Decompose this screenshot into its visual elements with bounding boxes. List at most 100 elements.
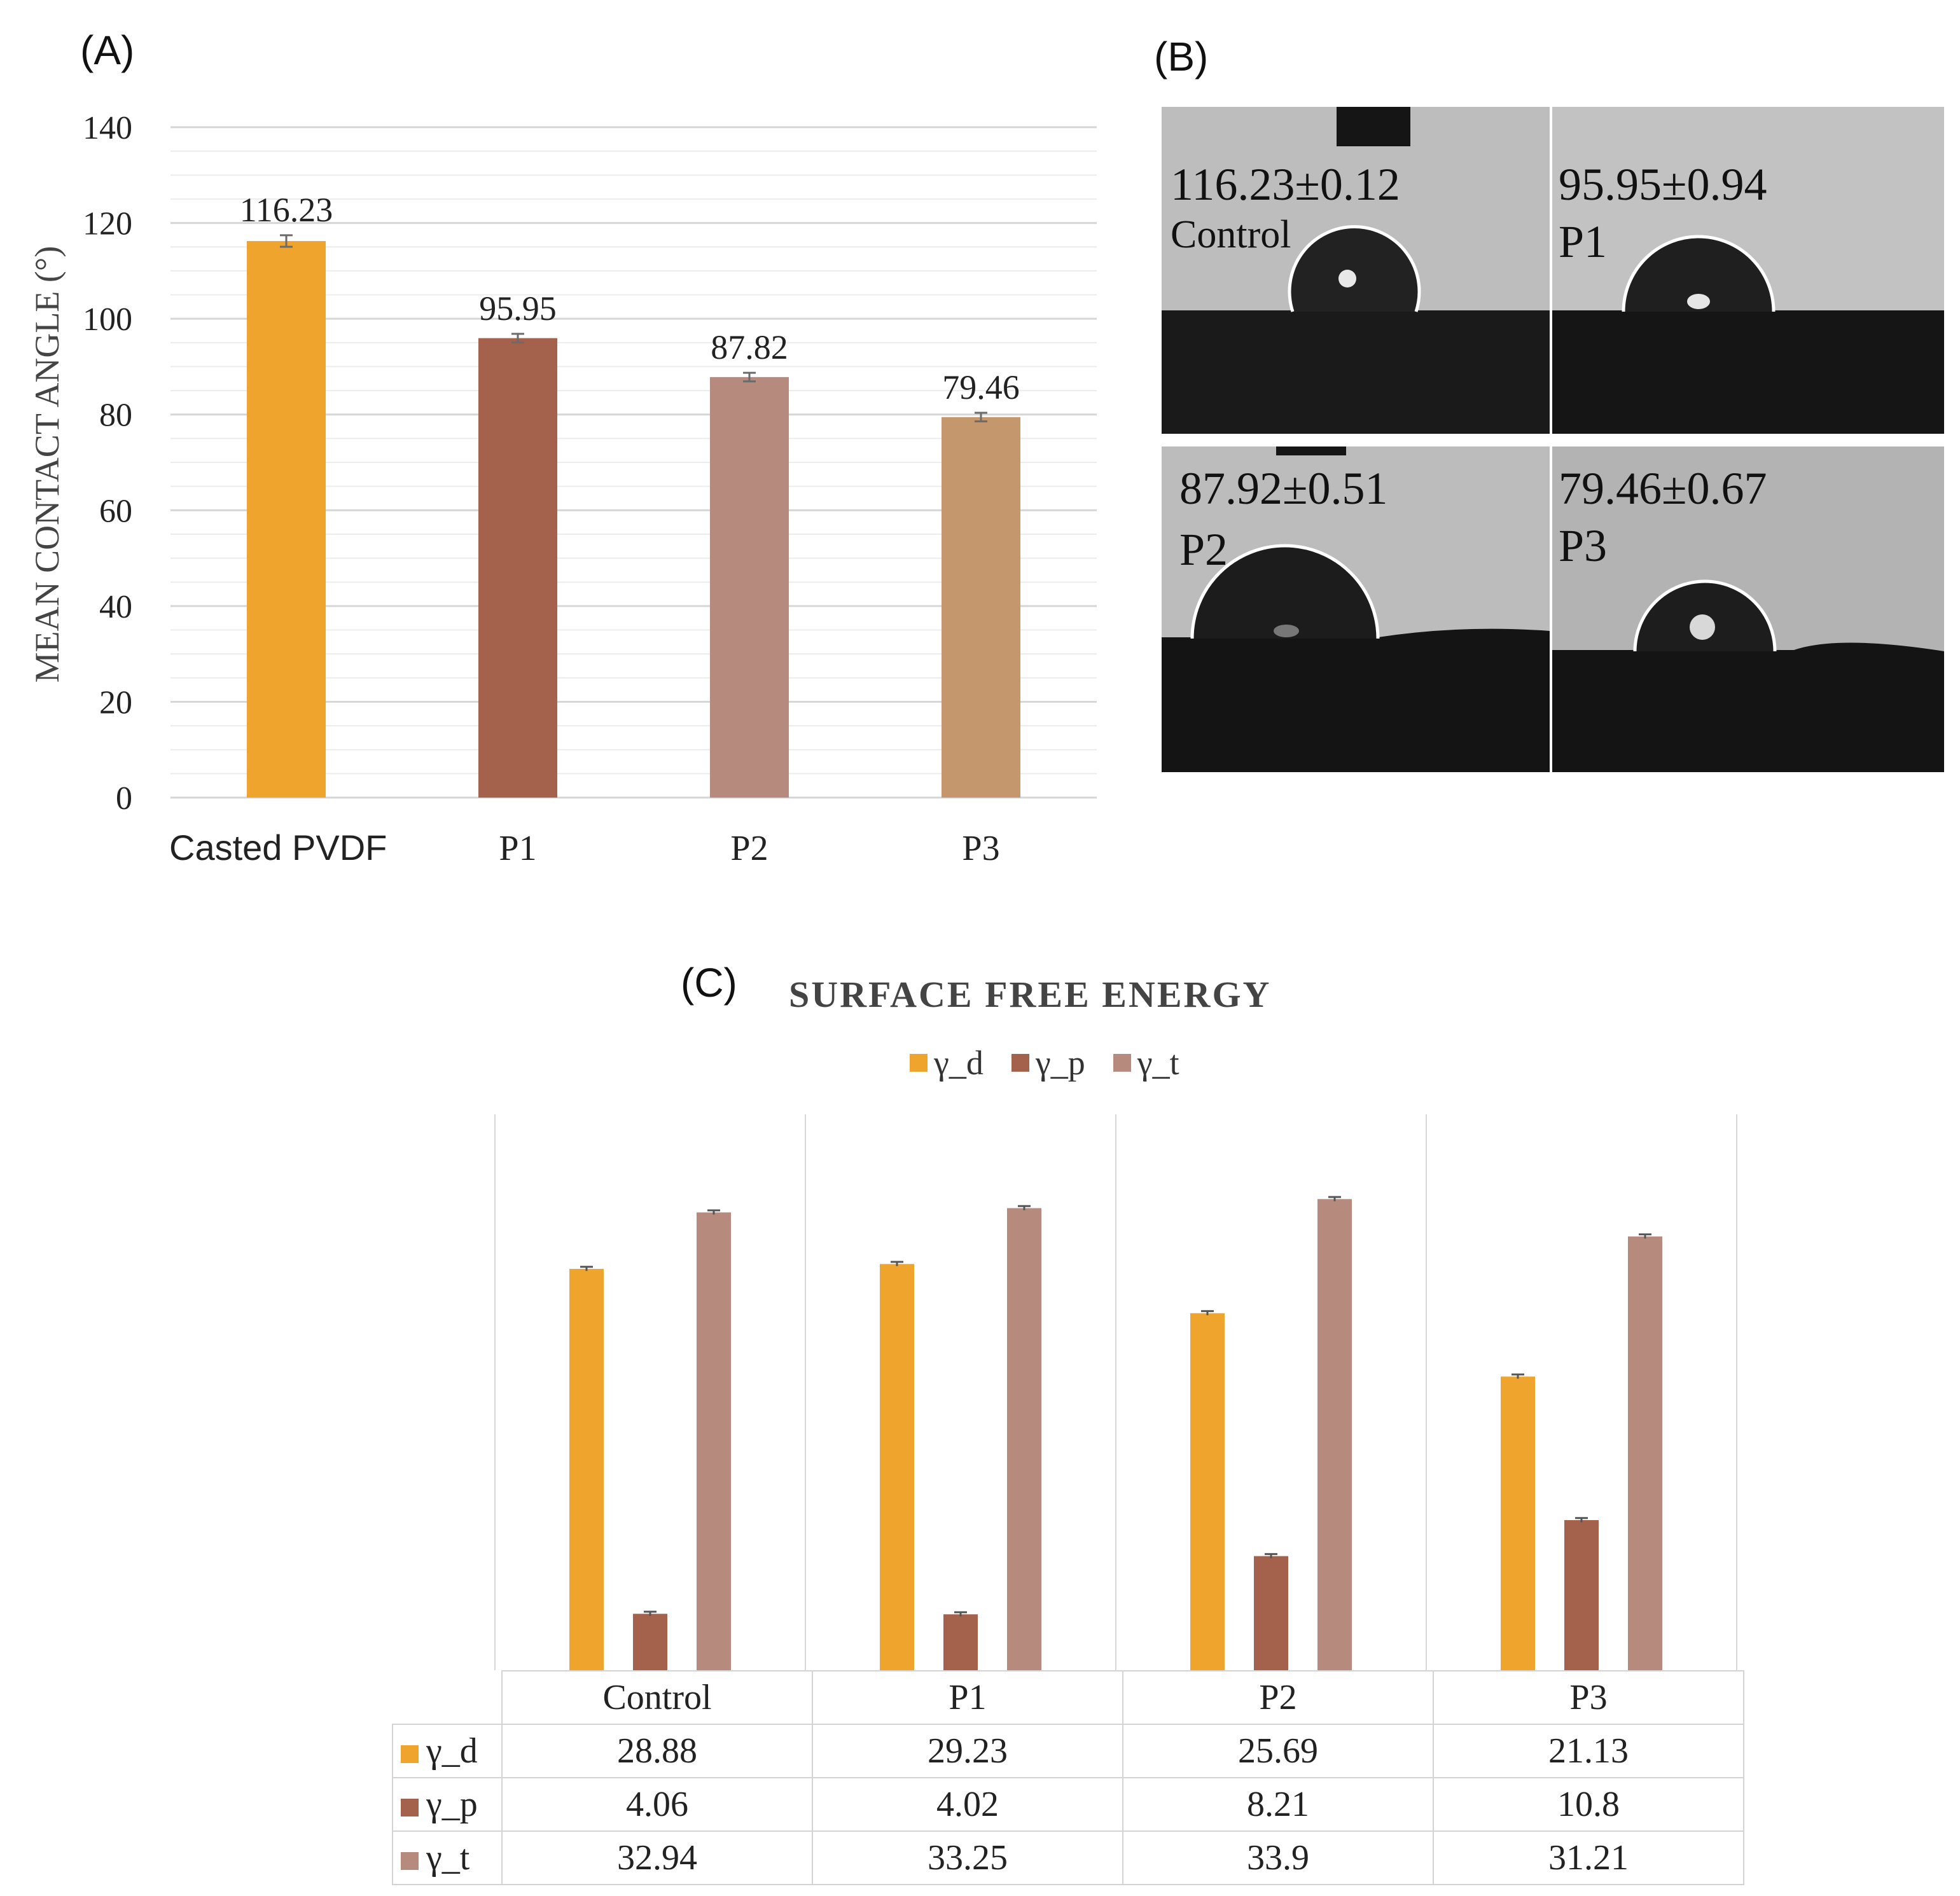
bar <box>1564 1520 1599 1670</box>
table-header-p2: P2 <box>1122 1670 1434 1725</box>
table-rowlabel-gamma-d: γ_d <box>426 1731 478 1771</box>
error-bar <box>280 234 293 248</box>
error-bar <box>1512 1373 1524 1379</box>
bars <box>569 1196 1662 1670</box>
table-cell: 32.94 <box>501 1830 813 1885</box>
legend-label-gamma-t: γ_t <box>1137 1044 1179 1082</box>
bar <box>710 377 789 798</box>
legend-item-gamma-t: γ_t <box>1113 1043 1179 1083</box>
droplet-image-p2: 87.92±0.51 P2 <box>1162 446 1550 772</box>
x-tick-label: Casted PVDF <box>169 827 387 868</box>
error-bar <box>1575 1517 1588 1523</box>
legend-label-gamma-p: γ_p <box>1035 1044 1085 1082</box>
image-value-p2: 87.92±0.51 <box>1179 463 1388 514</box>
legend-swatch-gamma-p <box>1011 1054 1029 1072</box>
legend-label-gamma-d: γ_d <box>934 1044 983 1082</box>
error-bar <box>644 1610 657 1616</box>
image-label-p1: P1 <box>1559 216 1608 267</box>
table-rowlabel-gamma-p: γ_p <box>426 1785 478 1824</box>
y-tick-label: 60 <box>99 493 132 529</box>
table-rowlabel-gamma-t: γ_t <box>426 1838 470 1878</box>
table-header-row: Control P1 P2 P3 <box>393 1670 1744 1725</box>
error-bar <box>511 333 524 343</box>
bar <box>1317 1199 1352 1670</box>
table-header-control: Control <box>501 1670 813 1725</box>
legend-item-gamma-d: γ_d <box>910 1043 983 1083</box>
droplet-image-p3: 79.46±0.67 P3 <box>1552 446 1944 772</box>
table-swatch-gamma-p <box>401 1799 419 1817</box>
table-rowhead-gamma-d: γ_d <box>392 1724 503 1778</box>
x-tick-label: P3 <box>962 829 999 868</box>
y-tick-label: 120 <box>83 206 132 242</box>
y-tick-label: 20 <box>99 684 132 721</box>
table-row-gamma-d: γ_d 28.88 29.23 25.69 21.13 <box>392 1724 1744 1778</box>
bar <box>697 1212 731 1670</box>
legend: γ_d γ_p γ_t <box>910 1043 1179 1083</box>
data-label: 95.95 <box>479 289 557 328</box>
error-bar <box>743 371 756 383</box>
y-axis-label: MEAN CONTACT ANGLE (°) <box>28 246 66 683</box>
image-value-p3: 79.46±0.67 <box>1559 463 1767 514</box>
y-tick-label: 0 <box>116 780 132 817</box>
surface-energy-title: SURFACE FREE ENERGY <box>789 974 1272 1015</box>
contact-angle-chart: 0 20 40 60 80 100 120 140 MEAN CONTACT ANGLE (°… <box>28 110 1097 868</box>
error-bar <box>975 412 987 423</box>
image-label-control: Control <box>1171 213 1291 256</box>
y-axis-ticks: 0 20 40 60 80 100 120 140 <box>83 110 132 817</box>
panel-label-b: (B) <box>1154 34 1209 80</box>
table-row-gamma-p: γ_p 4.06 4.02 8.21 10.8 <box>392 1777 1744 1832</box>
category-dividers <box>494 1114 1737 1670</box>
droplet-image-control: 116.23±0.12 Control <box>1162 107 1550 434</box>
table-cell: 4.06 <box>501 1777 813 1832</box>
y-tick-label: 40 <box>99 589 132 625</box>
error-bar <box>954 1611 967 1617</box>
contact-angle-images: 116.23±0.12 Control 95.95±0.94 P1 87.92±… <box>1162 107 1944 772</box>
x-axis-labels: Casted PVDF P1 P2 P3 <box>169 827 1000 868</box>
error-bar <box>891 1261 903 1266</box>
bar <box>1628 1236 1662 1670</box>
error-bar <box>1639 1233 1651 1239</box>
bar <box>1501 1376 1535 1670</box>
data-label: 87.82 <box>711 328 788 366</box>
table-cell: 25.69 <box>1122 1724 1434 1778</box>
table-swatch-gamma-t <box>401 1852 419 1871</box>
image-value-control: 116.23±0.12 <box>1171 159 1400 210</box>
image-label-p2: P2 <box>1179 524 1228 575</box>
data-label: 79.46 <box>942 368 1020 406</box>
table-corner <box>393 1671 503 1725</box>
error-bar <box>580 1266 593 1271</box>
bar <box>247 240 326 798</box>
panel-label-a: (A) <box>80 27 135 73</box>
table-row-gamma-t: γ_t 32.94 33.25 33.9 31.21 <box>392 1830 1744 1885</box>
y-tick-label: 80 <box>99 398 132 434</box>
surface-energy-data-table: Control P1 P2 P3 γ_d 28.88 29.23 25.69 2… <box>392 1670 1744 1885</box>
image-label-p3: P3 <box>1559 520 1608 571</box>
table-swatch-gamma-d <box>401 1745 419 1764</box>
legend-swatch-gamma-d <box>910 1054 928 1072</box>
bar <box>942 417 1020 798</box>
table-cell: 33.25 <box>812 1830 1123 1885</box>
table-cell: 21.13 <box>1433 1724 1744 1778</box>
panel-label-c: (C) <box>681 960 737 1006</box>
x-tick-label: P1 <box>499 829 536 868</box>
table-cell: 28.88 <box>501 1724 813 1778</box>
table-rowhead-gamma-t: γ_t <box>392 1830 503 1885</box>
error-bar <box>1201 1310 1214 1315</box>
image-value-p1: 95.95±0.94 <box>1559 159 1767 210</box>
table-cell: 33.9 <box>1122 1830 1434 1885</box>
error-bar <box>1018 1205 1031 1210</box>
droplet-image-p1: 95.95±0.94 P1 <box>1552 107 1944 434</box>
table-cell: 31.21 <box>1433 1830 1744 1885</box>
legend-swatch-gamma-t <box>1113 1054 1131 1072</box>
y-tick-label: 140 <box>83 110 132 146</box>
error-bar <box>1265 1553 1277 1558</box>
table-cell: 4.02 <box>812 1777 1123 1832</box>
bar <box>633 1614 667 1670</box>
bars: 116.23 95.95 87.82 79.46 <box>240 191 1020 798</box>
table-rowhead-gamma-p: γ_p <box>392 1777 503 1832</box>
table-header-p3: P3 <box>1433 1670 1744 1725</box>
bar <box>943 1614 978 1670</box>
error-bar <box>707 1209 720 1215</box>
bar <box>880 1264 914 1670</box>
